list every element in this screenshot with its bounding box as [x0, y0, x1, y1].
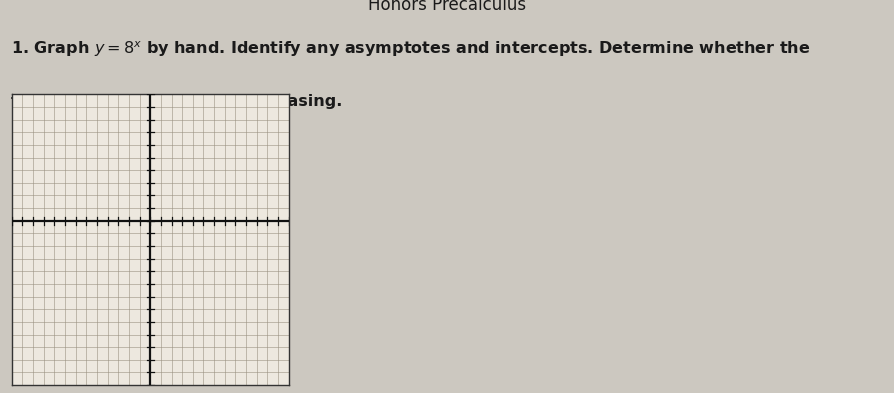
Text: function is increasing or decreasing.: function is increasing or decreasing.	[11, 94, 342, 109]
Text: Honors Precalculus: Honors Precalculus	[368, 0, 526, 14]
Text: 1. Graph $y = 8^x$ by hand. Identify any asymptotes and intercepts. Determine wh: 1. Graph $y = 8^x$ by hand. Identify any…	[11, 39, 810, 59]
